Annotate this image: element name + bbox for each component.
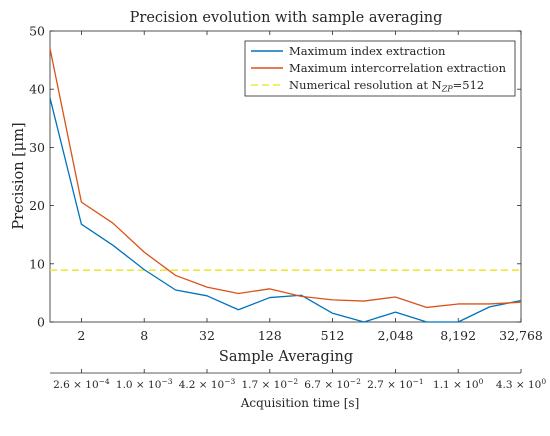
x-tick-label: 512 bbox=[321, 328, 345, 343]
legend: Maximum index extraction Maximum intercor… bbox=[244, 40, 516, 97]
y-axis-label: Precision [μm] bbox=[11, 122, 27, 229]
y-tick-label: 50 bbox=[29, 24, 45, 39]
x-tick-label: 128 bbox=[258, 328, 282, 343]
axes: 0 10 20 30 40 50 2 8 32 128 512 2,048 8,192 32,768 bbox=[29, 24, 543, 344]
plot-area bbox=[49, 30, 522, 323]
y-tick-label: 40 bbox=[29, 82, 45, 97]
secondary-tick-label: 1.0 × 10−3 bbox=[116, 377, 173, 391]
legend-label-3: Numerical resolution at NZP=512 bbox=[289, 78, 484, 94]
legend-label-1: Maximum index extraction bbox=[289, 44, 446, 58]
x-tick-label: 2,048 bbox=[378, 328, 414, 343]
y-tick-label: 0 bbox=[37, 315, 45, 330]
y-tick-label: 20 bbox=[29, 198, 45, 213]
y-tick-label: 10 bbox=[29, 256, 45, 271]
y-tick-label: 30 bbox=[29, 140, 45, 155]
secondary-tick-label: 4.2 × 10−3 bbox=[179, 377, 236, 391]
legend-label-2: Maximum intercorrelation extraction bbox=[289, 61, 507, 75]
secondary-tick-label: 2.6 × 10−4 bbox=[53, 377, 110, 391]
x-tick-label: 8 bbox=[140, 328, 148, 343]
legend-box bbox=[244, 40, 516, 97]
acquisition-time-axis: 2.6 × 10−4 1.0 × 10−3 4.2 × 10−3 1.7 × 10−2… bbox=[50, 369, 546, 391]
secondary-tick-label: 2.7 × 10−1 bbox=[367, 377, 424, 391]
x-axis-label: Sample Averaging bbox=[219, 349, 353, 365]
secondary-tick-label: 4.3 × 100 bbox=[496, 377, 547, 391]
series-line-1 bbox=[49, 97, 522, 323]
secondary-tick-label: 6.7 × 10−2 bbox=[304, 377, 361, 391]
x-tick-label: 32 bbox=[199, 328, 215, 343]
secondary-axis-label: Acquisition time [s] bbox=[240, 396, 360, 410]
plot-frame bbox=[49, 30, 522, 323]
x-tick-label: 2 bbox=[77, 328, 85, 343]
data-series bbox=[49, 48, 522, 323]
x-tick-label: 32,768 bbox=[499, 328, 543, 343]
x-tick-label: 8,192 bbox=[440, 328, 476, 343]
secondary-tick-label: 1.1 × 100 bbox=[433, 377, 484, 391]
chart-title: Precision evolution with sample averagin… bbox=[130, 10, 443, 26]
series-line-2 bbox=[49, 48, 522, 309]
secondary-tick-label: 1.7 × 10−2 bbox=[241, 377, 298, 391]
